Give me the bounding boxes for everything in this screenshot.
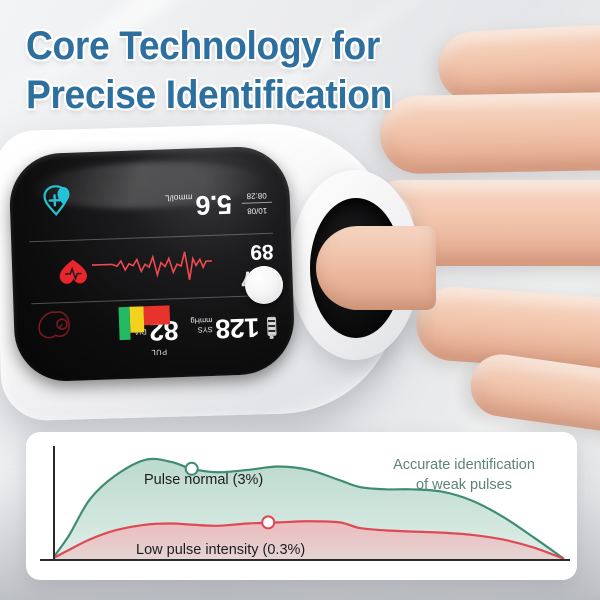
pulse-label: PUL <box>150 347 168 358</box>
glucose-reading: 5.6 mmol/L <box>164 189 233 221</box>
device-display: 128 SYS mmHg 82 DIA mmHg PUL <box>27 162 278 366</box>
timestamp-divider <box>241 201 272 204</box>
chart-label-low-pulse: Low pulse intensity (0.3%) <box>136 542 306 558</box>
glucose-value: 5.6 <box>195 189 233 221</box>
pulse-oximeter-device: 128 SYS mmHg 82 DIA mmHg PUL <box>0 120 436 426</box>
power-button[interactable] <box>245 266 283 304</box>
glucose-timestamp: 10/08 08:28 <box>241 189 272 216</box>
bar-red <box>143 305 171 326</box>
finger <box>436 22 600 104</box>
systolic-reading: 128 SYS mmHg <box>190 312 260 345</box>
ecg-waveform-icon <box>91 251 212 280</box>
blood-drop-plus-icon <box>43 185 70 217</box>
pulse-value-bottom: 89 <box>249 239 275 264</box>
display-row-blood-pressure: 128 SYS mmHg 82 DIA mmHg PUL <box>31 296 277 366</box>
systolic-value: 128 <box>215 312 260 345</box>
bar-chart-icon <box>118 305 171 341</box>
battery-icon <box>266 317 277 337</box>
chart-label-pulse-normal: Pulse normal (3%) <box>144 472 264 488</box>
glucose-time: 08:28 <box>246 191 267 202</box>
glucose-date: 10/08 <box>247 206 268 216</box>
systolic-unit: mmHg <box>190 316 213 326</box>
systolic-unit-block: SYS mmHg <box>190 315 213 334</box>
device-screen: 128 SYS mmHg 82 DIA mmHg PUL <box>8 145 296 383</box>
heart-pulse-icon <box>59 259 88 284</box>
finger-inserted <box>316 226 436 310</box>
display-row-pulse: 117 89 <box>29 233 276 305</box>
display-row-glucose: 10/08 08:28 5.6 mmol/L <box>27 171 274 243</box>
pulse-detection-chart-card: Pulse normal (3%) Low pulse intensity (0… <box>26 432 577 580</box>
glucose-unit: mmol/L <box>164 192 193 204</box>
blood-pressure-cuff-icon <box>38 311 70 339</box>
bar-yellow <box>129 306 145 333</box>
chart-annotation: Accurate identification of weak pulses <box>393 457 535 493</box>
bar-green <box>118 306 131 341</box>
pulse-area-chart <box>26 432 577 580</box>
